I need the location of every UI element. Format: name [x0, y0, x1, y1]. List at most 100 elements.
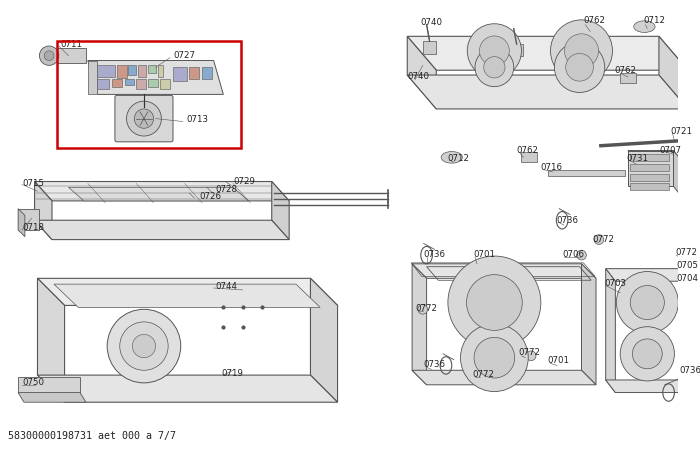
Text: 0718: 0718	[22, 223, 44, 233]
Polygon shape	[606, 268, 615, 393]
Text: 58300000198731 aet 000 a 7/7: 58300000198731 aet 000 a 7/7	[8, 431, 176, 441]
Circle shape	[550, 20, 612, 82]
Ellipse shape	[441, 152, 463, 163]
Circle shape	[620, 327, 674, 381]
Polygon shape	[522, 152, 537, 162]
Circle shape	[120, 322, 168, 370]
Text: 0706: 0706	[562, 250, 584, 258]
Circle shape	[577, 250, 587, 260]
Bar	[630, 183, 668, 190]
Polygon shape	[38, 375, 337, 402]
Polygon shape	[698, 267, 700, 278]
Bar	[125, 79, 134, 85]
Text: 0772: 0772	[415, 304, 437, 313]
Bar	[630, 154, 668, 161]
Text: 0715: 0715	[22, 179, 44, 188]
Text: 0728: 0728	[216, 185, 237, 194]
Text: 0711: 0711	[61, 40, 83, 49]
Text: 0707: 0707	[659, 146, 681, 155]
Polygon shape	[693, 375, 700, 387]
Text: 0719: 0719	[221, 369, 244, 378]
Bar	[129, 66, 137, 75]
Circle shape	[526, 351, 536, 361]
Polygon shape	[407, 75, 688, 109]
Text: 0772: 0772	[519, 349, 540, 357]
Circle shape	[480, 36, 510, 66]
Text: 0740: 0740	[421, 18, 443, 27]
Text: 0705: 0705	[676, 261, 699, 270]
Polygon shape	[606, 268, 698, 281]
Circle shape	[554, 42, 605, 92]
Polygon shape	[69, 187, 248, 201]
Circle shape	[616, 272, 678, 334]
Bar	[97, 79, 109, 89]
Circle shape	[466, 275, 522, 330]
Polygon shape	[659, 36, 688, 109]
Bar	[97, 66, 115, 77]
Polygon shape	[688, 268, 698, 393]
Text: 0740: 0740	[407, 72, 429, 81]
Text: 0762: 0762	[583, 16, 606, 25]
Polygon shape	[407, 36, 688, 70]
Polygon shape	[628, 151, 681, 160]
Text: 0762: 0762	[615, 66, 636, 75]
Polygon shape	[34, 182, 289, 201]
Bar	[136, 79, 146, 89]
Text: 0772: 0772	[676, 248, 697, 257]
Polygon shape	[38, 278, 337, 305]
Text: 0762: 0762	[517, 146, 538, 155]
Polygon shape	[412, 264, 596, 278]
Polygon shape	[34, 182, 52, 240]
Polygon shape	[412, 370, 596, 385]
Polygon shape	[547, 170, 625, 176]
Circle shape	[484, 57, 505, 78]
Text: 0750: 0750	[22, 379, 44, 387]
Bar	[112, 79, 122, 86]
Text: 0736: 0736	[424, 250, 446, 258]
Circle shape	[127, 101, 162, 136]
Polygon shape	[510, 44, 524, 56]
Circle shape	[468, 24, 522, 78]
Bar	[202, 67, 211, 79]
Polygon shape	[407, 36, 436, 109]
Polygon shape	[583, 29, 599, 38]
Polygon shape	[88, 61, 223, 94]
Polygon shape	[18, 209, 25, 237]
Text: 0731: 0731	[626, 154, 648, 163]
Circle shape	[134, 109, 153, 128]
Text: 0729: 0729	[233, 177, 255, 186]
Circle shape	[39, 46, 59, 66]
Polygon shape	[38, 278, 64, 402]
Polygon shape	[620, 73, 636, 83]
Bar	[148, 79, 158, 86]
Text: 0716: 0716	[541, 163, 563, 172]
Bar	[173, 67, 186, 81]
Polygon shape	[311, 278, 337, 402]
Polygon shape	[54, 284, 320, 308]
Text: 0701: 0701	[473, 250, 495, 258]
Polygon shape	[34, 220, 289, 240]
Text: 0703: 0703	[605, 278, 626, 288]
Polygon shape	[582, 264, 596, 385]
Polygon shape	[628, 151, 673, 187]
Text: 0713: 0713	[186, 115, 209, 124]
Circle shape	[594, 235, 604, 244]
Text: 0726: 0726	[199, 192, 221, 201]
Ellipse shape	[634, 21, 655, 32]
Bar	[57, 41, 241, 147]
Bar	[190, 67, 199, 79]
Circle shape	[107, 309, 181, 383]
Bar	[148, 66, 155, 73]
FancyBboxPatch shape	[115, 96, 173, 142]
Bar	[630, 174, 668, 181]
Bar	[160, 79, 170, 89]
Polygon shape	[18, 377, 80, 393]
Polygon shape	[606, 380, 698, 393]
Text: 0744: 0744	[216, 282, 237, 291]
Text: 0704: 0704	[676, 274, 699, 283]
Bar	[138, 66, 146, 77]
Polygon shape	[57, 48, 86, 63]
Text: 0736: 0736	[556, 216, 578, 225]
Polygon shape	[673, 151, 681, 196]
Text: 0736: 0736	[679, 366, 700, 375]
